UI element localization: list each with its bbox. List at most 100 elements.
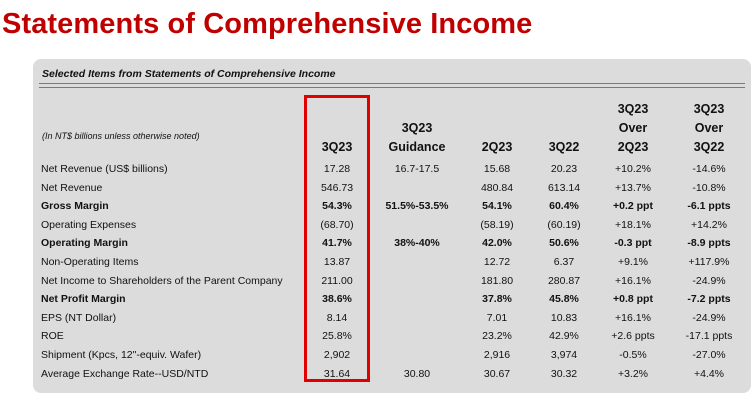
table-row: Gross Margin 54.3% 51.5%-53.5% 54.1% 60.4% +0… <box>33 197 751 216</box>
table-cell: +18.1% <box>615 218 651 231</box>
table-cell: 42.0% <box>482 237 512 250</box>
row-label: EPS (NT Dollar) <box>41 311 117 324</box>
table-cell: +9.1% <box>617 255 649 268</box>
divider-line <box>39 87 745 88</box>
table-cell: -8.9 ppts <box>687 237 731 250</box>
table-row: Shipment (Kpcs, 12"-equiv. Wafer) 2,902 2,… <box>33 346 751 365</box>
page-title: Statements of Comprehensive Income <box>2 8 533 40</box>
column-header-line: 3Q23 <box>693 102 725 116</box>
row-label: Operating Margin <box>41 237 128 250</box>
table-cell: 38.6% <box>322 293 352 306</box>
table-cell: -14.6% <box>692 163 726 175</box>
table-cell: 37.8% <box>482 293 512 306</box>
row-label: Net Revenue <box>41 181 103 194</box>
table-cell: (68.70) <box>320 218 354 231</box>
table-cell: 6.37 <box>553 255 575 268</box>
table-cell: 54.1% <box>482 200 512 213</box>
column-header-line: 3Q23 <box>321 140 353 154</box>
column-header-line: Over <box>618 121 648 135</box>
column-header: 3Q23 Over 3Q22 <box>664 100 754 157</box>
panel-heading: Selected Items from Statements of Compre… <box>42 68 336 80</box>
table-cell: 613.14 <box>547 181 581 194</box>
table-cell: 42.9% <box>549 330 579 343</box>
column-header-line: 3Q22 <box>693 140 725 154</box>
table-cell: 3,974 <box>550 348 578 361</box>
table-row: EPS (NT Dollar) 8.14 7.01 10.83 +16.1% -24.9% <box>33 309 751 328</box>
table-cell: 25.8% <box>322 330 352 343</box>
table-cell: 30.80 <box>403 367 431 380</box>
table-cell: -17.1 ppts <box>685 330 733 343</box>
table-cell: 31.64 <box>323 367 351 380</box>
table-cell: -24.9% <box>692 311 726 324</box>
table-cell: 211.00 <box>321 274 353 287</box>
table-cell: 12.72 <box>483 255 511 268</box>
table-row: ROE 25.8% 23.2% 42.9% +2.6 ppts -17.1 ppts <box>33 327 751 346</box>
table-cell: 30.67 <box>483 367 511 380</box>
table-row: Non-Operating Items 13.87 12.72 6.37 +9.1% +1… <box>33 253 751 272</box>
row-label: Net Profit Margin <box>41 293 126 306</box>
row-label: Net Income to Shareholders of the Parent… <box>41 274 283 287</box>
table-row: Operating Expenses (68.70) (58.19) (60.19) +… <box>33 216 751 235</box>
column-header-line: Guidance <box>388 140 446 154</box>
table-cell: 23.2% <box>482 330 512 343</box>
table-cell: +2.6 ppts <box>611 330 655 343</box>
table-cell: 546.73 <box>320 181 354 194</box>
table-cell: +14.2% <box>691 218 727 231</box>
table-cell: +4.4% <box>693 367 725 380</box>
column-header-line: 2Q23 <box>481 140 513 154</box>
table-row: Net Revenue 546.73 480.84 613.14 +13.7% -10.8… <box>33 179 751 198</box>
table-cell: 10.83 <box>550 311 578 324</box>
table-cell: 181.80 <box>480 274 514 287</box>
column-header-line: 3Q22 <box>548 140 580 154</box>
table-cell: (58.19) <box>480 218 514 231</box>
column-header-line: 3Q23 <box>401 121 433 135</box>
table-cell: 13.87 <box>323 255 351 268</box>
table-cell: 51.5%-53.5% <box>385 200 449 213</box>
table-row: Net Profit Margin 38.6% 37.8% 45.8% +0.8 ppt… <box>33 290 751 309</box>
units-note: (In NT$ billions unless otherwise noted) <box>42 131 200 141</box>
row-label: Average Exchange Rate--USD/NTD <box>41 367 209 380</box>
table-cell: +16.1% <box>615 274 651 287</box>
table-cell: -0.5% <box>619 348 647 361</box>
column-header: 3Q22 <box>519 138 609 157</box>
row-label: ROE <box>41 330 64 343</box>
table-cell: 60.4% <box>549 200 579 213</box>
column-header-line: 2Q23 <box>617 140 649 154</box>
table-cell: 20.23 <box>550 163 578 175</box>
table-row: Average Exchange Rate--USD/NTD 31.64 30.80… <box>33 365 751 384</box>
row-label: Shipment (Kpcs, 12"-equiv. Wafer) <box>41 348 202 361</box>
table-cell: -0.3 ppt <box>614 237 652 250</box>
table-cell: -6.1 ppts <box>687 200 731 213</box>
table-cell: -24.9% <box>692 274 726 287</box>
column-header: 3Q23 Over 2Q23 <box>588 100 678 157</box>
table-cell: +117.9% <box>688 255 730 268</box>
table-cell: +16.1% <box>615 311 651 324</box>
table-cell: 2,902 <box>323 348 351 361</box>
table-cell: 45.8% <box>549 293 579 306</box>
row-label: Gross Margin <box>41 200 109 213</box>
column-header: 2Q23 <box>452 138 542 157</box>
income-table-panel: Selected Items from Statements of Compre… <box>33 59 751 393</box>
table-cell: 41.7% <box>322 237 352 250</box>
table-cell: 54.3% <box>322 200 352 213</box>
column-header-line: Over <box>694 121 724 135</box>
table-cell: 280.87 <box>547 274 581 287</box>
table-cell: 50.6% <box>549 237 579 250</box>
table-cell: 2,916 <box>483 348 511 361</box>
table-cell: +13.7% <box>615 181 651 194</box>
table-row: Operating Margin 41.7% 38%-40% 42.0% 50.6% -0… <box>33 234 751 253</box>
table-cell: -7.2 ppts <box>687 293 731 306</box>
table-cell: 7.01 <box>486 311 508 324</box>
divider-line <box>39 83 745 84</box>
table-row: Net Revenue (US$ billions) 17.28 16.7-17.5… <box>33 160 751 179</box>
row-label: Non-Operating Items <box>41 255 139 268</box>
table-cell: 8.14 <box>326 311 348 324</box>
column-header: 3Q23 Guidance <box>372 119 462 157</box>
table-cell: +10.2% <box>615 163 651 175</box>
table-row: Net Income to Shareholders of the Parent… <box>33 272 751 291</box>
table-cell: -27.0% <box>692 348 726 361</box>
table-cell: (60.19) <box>547 218 581 231</box>
table-cell: 480.84 <box>480 181 514 194</box>
table-cell: +0.2 ppt <box>613 200 653 213</box>
table-cell: +0.8 ppt <box>613 293 653 306</box>
